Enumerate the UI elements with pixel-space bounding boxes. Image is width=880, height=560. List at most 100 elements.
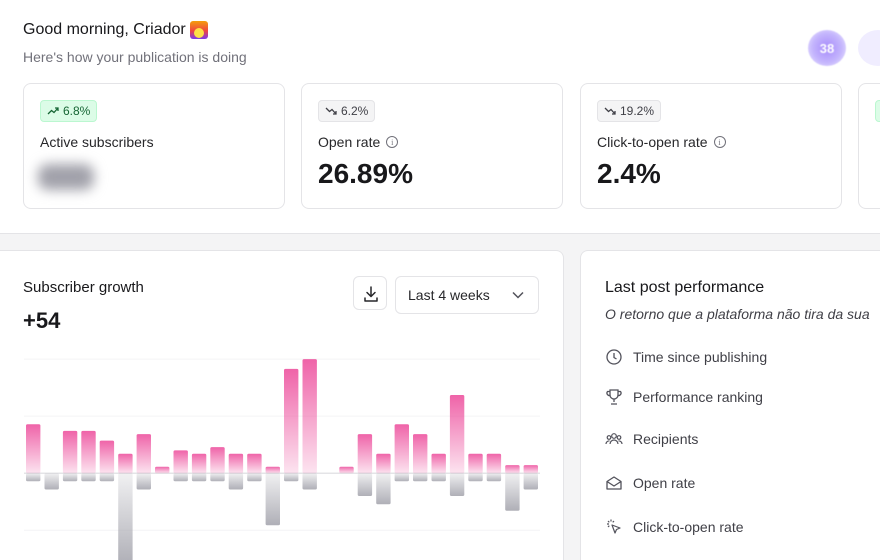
period-select-value: Last 4 weeks (408, 287, 490, 303)
bar-negative[interactable] (431, 473, 446, 482)
info-icon[interactable]: i (713, 136, 726, 148)
bar-negative[interactable] (357, 473, 373, 496)
bar-positive[interactable] (339, 466, 354, 474)
trend-down-icon (604, 107, 616, 115)
last-post-performance-card: Last post performance O retorno que a pl… (580, 250, 880, 560)
users-icon (605, 433, 623, 445)
stat-card-click-to-open-rate[interactable]: 19.2% Click-to-open rate i 2.4% (580, 83, 842, 209)
avatar[interactable]: 38 (808, 30, 846, 66)
stat-card-open-rate[interactable]: 6.2% Open rate i 26.89% (301, 83, 563, 209)
overview-panel: Good morning, Criador Here's how your pu… (0, 0, 880, 234)
bar-negative[interactable] (136, 473, 151, 490)
bar-negative[interactable] (505, 473, 520, 511)
bar-negative[interactable] (62, 473, 78, 482)
stat-label-text: Active subscribers (40, 134, 154, 150)
growth-chart (24, 358, 540, 560)
growth-title: Subscriber growth (23, 279, 144, 296)
bar-positive[interactable] (523, 465, 538, 474)
stat-label: Open rate i (318, 134, 399, 150)
bar-negative[interactable] (210, 473, 225, 482)
hidden-value (38, 164, 94, 190)
chevron-down-icon (512, 291, 524, 299)
trend-badge: 6.2% (318, 100, 376, 122)
bar-positive[interactable] (26, 424, 41, 474)
bar-positive[interactable] (173, 450, 188, 474)
download-icon (364, 286, 378, 302)
bar-positive[interactable] (247, 453, 262, 474)
bar-positive[interactable] (376, 453, 391, 474)
bar-negative[interactable] (486, 473, 502, 482)
lpp-title: Last post performance (605, 279, 765, 296)
envelope-open-icon (606, 476, 622, 490)
bar-positive[interactable] (265, 466, 280, 474)
bar-negative[interactable] (191, 473, 207, 482)
bar-negative[interactable] (284, 473, 299, 482)
bar-negative[interactable] (173, 473, 188, 482)
bar-negative[interactable] (302, 473, 317, 490)
bar-negative[interactable] (394, 473, 409, 482)
subscriber-growth-card: Subscriber growth +54 Last 4 weeks (0, 250, 564, 560)
bar-negative[interactable] (247, 473, 262, 482)
trend-badge (875, 100, 880, 122)
post-title[interactable]: O retorno que a plataforma não tira da s… (605, 306, 870, 322)
bar-negative[interactable] (81, 473, 96, 482)
period-select[interactable]: Last 4 weeks (395, 276, 539, 314)
trend-up-icon (47, 107, 59, 115)
bar-negative[interactable] (44, 473, 59, 490)
stat-label-text: Open rate (318, 134, 381, 150)
bar-negative[interactable] (118, 473, 133, 560)
trend-value: 6.8% (63, 104, 91, 118)
bar-positive[interactable] (431, 453, 446, 474)
bar-positive[interactable] (302, 359, 317, 474)
bar-positive[interactable] (357, 434, 373, 474)
bar-positive[interactable] (191, 453, 207, 474)
bar-negative[interactable] (449, 473, 465, 496)
bar-negative[interactable] (265, 473, 280, 526)
bar-negative[interactable] (523, 473, 538, 490)
bar-positive[interactable] (136, 434, 151, 474)
bar-negative[interactable] (26, 473, 41, 482)
stat-card-active-subscribers[interactable]: 6.8% Active subscribers (23, 83, 285, 209)
click-icon (607, 519, 621, 534)
bar-positive[interactable] (81, 430, 96, 474)
bar-positive[interactable] (155, 466, 170, 474)
bar-negative[interactable] (468, 473, 483, 482)
stat-label: Active subscribers (40, 134, 154, 150)
metric-performance-ranking: Performance ranking (605, 388, 763, 406)
metric-label: Recipients (633, 431, 699, 447)
bar-positive[interactable] (99, 440, 115, 474)
metric-label: Performance ranking (633, 389, 763, 405)
stat-card-partial[interactable] (858, 83, 880, 209)
bar-positive[interactable] (486, 453, 502, 474)
bar-positive[interactable] (413, 434, 428, 474)
bar-negative[interactable] (413, 473, 428, 482)
bar-positive[interactable] (62, 430, 78, 474)
bar-negative[interactable] (376, 473, 391, 505)
sunrise-icon (189, 21, 208, 39)
metric-click-to-open-rate: Click-to-open rate (605, 518, 744, 536)
info-icon[interactable]: i (386, 136, 399, 148)
trend-value: 6.2% (341, 104, 369, 118)
bar-positive[interactable] (468, 453, 483, 474)
metric-open-rate: Open rate (605, 474, 695, 492)
trend-badge: 6.8% (40, 100, 98, 122)
download-button[interactable] (353, 276, 387, 310)
metric-label: Open rate (633, 475, 696, 491)
bar-negative[interactable] (99, 473, 115, 482)
metric-label: Time since publishing (633, 349, 768, 365)
bar-positive[interactable] (394, 424, 409, 474)
bar-positive[interactable] (210, 447, 225, 474)
greeting: Good morning, Criador (23, 21, 208, 39)
avatar-secondary[interactable] (858, 30, 880, 66)
greeting-subtitle: Here's how your publication is doing (23, 49, 247, 65)
bar-positive[interactable] (449, 395, 465, 474)
bar-positive[interactable] (505, 465, 520, 474)
bar-positive[interactable] (118, 453, 133, 474)
stat-label: Click-to-open rate i (597, 134, 726, 150)
bar-positive[interactable] (228, 453, 244, 474)
bar-negative[interactable] (228, 473, 244, 490)
metric-label: Click-to-open rate (633, 519, 744, 535)
bar-positive[interactable] (284, 368, 299, 474)
metric-recipients: Recipients (605, 430, 698, 448)
trend-value: 19.2% (620, 104, 655, 118)
